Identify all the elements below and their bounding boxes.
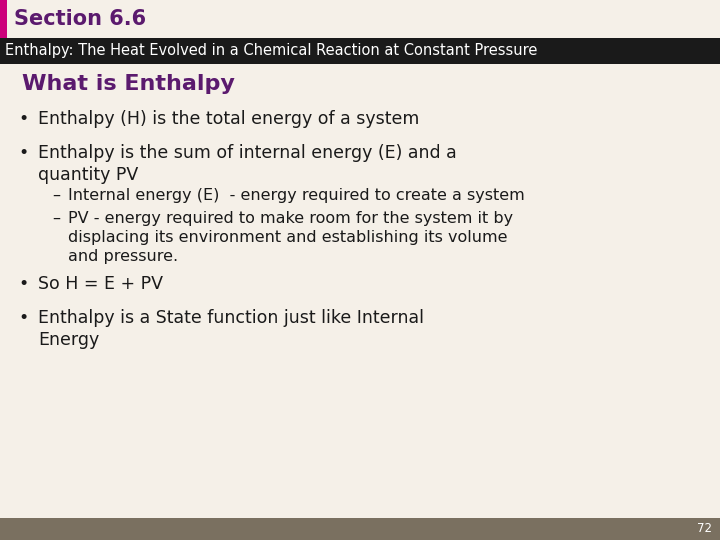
- Text: Energy: Energy: [38, 331, 99, 349]
- Text: Enthalpy: The Heat Evolved in a Chemical Reaction at Constant Pressure: Enthalpy: The Heat Evolved in a Chemical…: [5, 44, 537, 58]
- Text: Enthalpy is a State function just like Internal: Enthalpy is a State function just like I…: [38, 309, 424, 327]
- Text: Section 6.6: Section 6.6: [14, 9, 146, 29]
- Text: –: –: [52, 211, 60, 226]
- Text: PV - energy required to make room for the system it by: PV - energy required to make room for th…: [68, 211, 513, 226]
- Text: So H = E + PV: So H = E + PV: [38, 275, 163, 293]
- Text: •: •: [18, 275, 28, 293]
- Text: displacing its environment and establishing its volume: displacing its environment and establish…: [68, 230, 508, 245]
- Bar: [0, 518, 720, 540]
- Text: Internal energy (E)  - energy required to create a system: Internal energy (E) - energy required to…: [68, 188, 525, 203]
- Bar: [0, 38, 720, 64]
- Text: Enthalpy (H) is the total energy of a system: Enthalpy (H) is the total energy of a sy…: [38, 110, 419, 128]
- Text: Enthalpy is the sum of internal energy (E) and a: Enthalpy is the sum of internal energy (…: [38, 144, 456, 162]
- Text: –: –: [52, 188, 60, 203]
- Text: •: •: [18, 309, 28, 327]
- Text: quantity PV: quantity PV: [38, 166, 138, 184]
- Bar: [0, 0, 7, 38]
- Text: and pressure.: and pressure.: [68, 249, 178, 264]
- Text: What is Enthalpy: What is Enthalpy: [22, 74, 235, 94]
- Text: •: •: [18, 144, 28, 162]
- Bar: [0, 0, 720, 38]
- Text: •: •: [18, 110, 28, 128]
- Text: 72: 72: [697, 523, 712, 536]
